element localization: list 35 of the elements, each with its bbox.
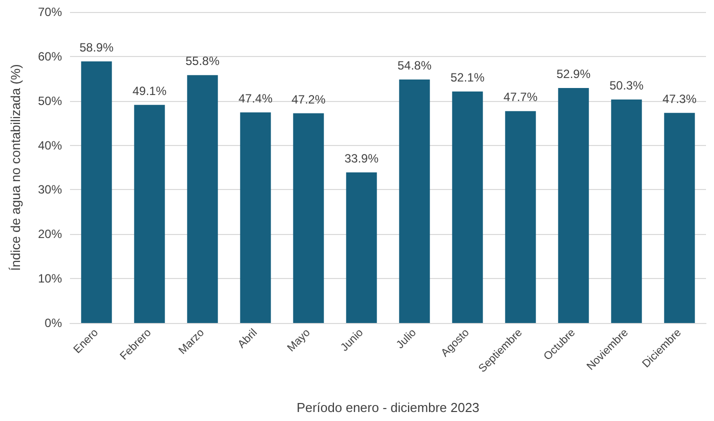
bar (399, 80, 430, 323)
y-tick-label: 50% (38, 94, 62, 108)
y-tick-label: 0% (44, 316, 62, 330)
bar (240, 112, 271, 323)
y-tick-label: 40% (38, 138, 62, 152)
data-label: 52.9% (556, 66, 591, 81)
data-label: 58.9% (79, 40, 114, 54)
data-label: 47.3% (662, 92, 697, 106)
x-axis-title: Período enero - diciembre 2023 (296, 400, 480, 415)
bar (134, 104, 165, 323)
bar (187, 75, 218, 323)
y-tick-label: 60% (38, 49, 62, 64)
y-tick-label: 10% (38, 272, 62, 286)
y-axis-title: Índice de agua no contabilizada (%) (8, 64, 23, 271)
bar (505, 111, 536, 323)
bar (346, 172, 377, 323)
bar (611, 100, 642, 323)
data-label: 47.2% (291, 92, 326, 106)
bar (293, 113, 324, 323)
bar (452, 92, 483, 323)
x-tick-label: Julio (394, 326, 419, 352)
y-tick-label: 30% (38, 182, 62, 197)
data-label: 49.1% (132, 84, 167, 98)
data-label: 47.4% (238, 91, 273, 106)
bar (664, 112, 695, 323)
data-label: 52.1% (450, 70, 485, 85)
bar (558, 88, 589, 323)
bar (81, 61, 112, 323)
data-label: 50.3% (609, 78, 644, 93)
data-label: 54.8% (397, 58, 432, 73)
y-tick-label: 20% (38, 227, 62, 242)
data-label: 55.8% (185, 54, 220, 68)
data-label: 33.9% (344, 151, 379, 166)
y-tick-label: 70% (38, 5, 62, 19)
data-label: 47.7% (503, 90, 538, 104)
